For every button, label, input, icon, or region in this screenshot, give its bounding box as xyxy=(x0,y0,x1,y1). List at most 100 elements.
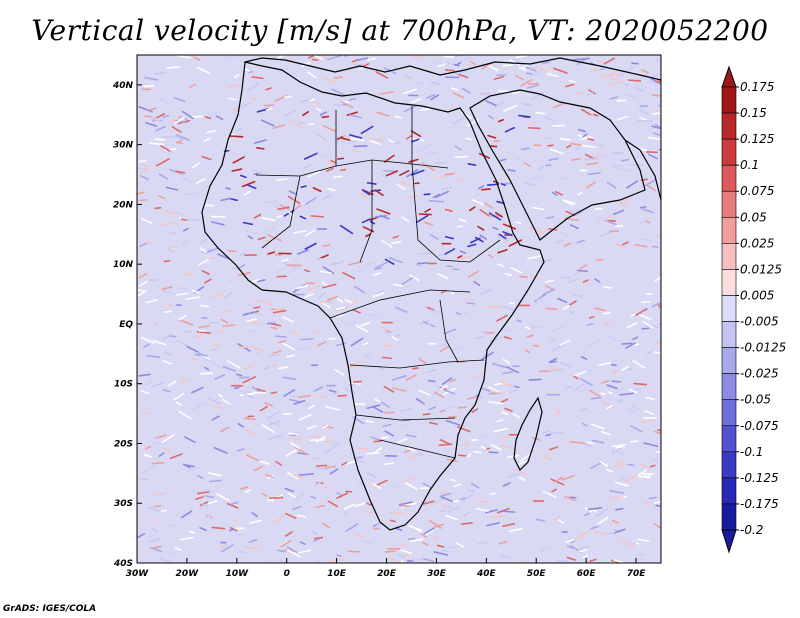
field-streak xyxy=(445,514,458,521)
colorbar-segment xyxy=(721,321,737,348)
field-streak xyxy=(249,329,255,333)
field-streak xyxy=(140,336,155,344)
field-streak xyxy=(646,350,653,356)
field-streak xyxy=(439,439,451,445)
field-streak xyxy=(573,294,584,298)
field-streak xyxy=(247,83,259,92)
colorbar-segment xyxy=(721,243,737,270)
field-streak xyxy=(639,206,647,209)
field-streak xyxy=(652,112,661,115)
field-streak xyxy=(588,389,601,398)
field-streak xyxy=(238,551,247,554)
field-streak xyxy=(201,248,212,254)
field-streak xyxy=(598,361,611,366)
field-streak xyxy=(397,553,405,559)
field-streak xyxy=(569,224,579,230)
field-streak xyxy=(164,210,180,216)
field-streak xyxy=(557,297,568,304)
field-streak xyxy=(580,144,596,149)
field-streak xyxy=(296,514,307,518)
field-streak xyxy=(281,258,289,262)
field-streak xyxy=(616,445,624,449)
field-streak xyxy=(350,137,365,142)
field-streak xyxy=(641,418,656,423)
lat-tick-label: 10N xyxy=(113,260,134,270)
field-streak xyxy=(333,103,345,107)
field-streak xyxy=(653,351,661,355)
field-streak xyxy=(300,185,307,188)
field-streak xyxy=(392,283,403,287)
field-streak xyxy=(316,107,322,112)
field-streak xyxy=(433,551,448,556)
field-streak xyxy=(449,290,455,295)
field-streak xyxy=(324,76,336,84)
field-streak xyxy=(443,460,454,468)
field-streak xyxy=(227,84,242,89)
field-streak xyxy=(587,507,603,511)
field-streak xyxy=(549,360,558,364)
field-streak xyxy=(446,458,458,463)
field-streak xyxy=(231,168,243,172)
field-streak xyxy=(433,523,444,528)
field-streak xyxy=(500,444,516,451)
field-streak xyxy=(348,260,364,266)
field-streak xyxy=(224,292,233,299)
field-streak xyxy=(257,236,266,241)
field-streak xyxy=(375,71,389,79)
field-streak xyxy=(544,279,555,284)
field-streak xyxy=(204,356,211,361)
field-streak xyxy=(653,523,661,530)
field-streak xyxy=(504,273,513,277)
field-streak xyxy=(143,343,150,348)
field-streak xyxy=(407,195,419,199)
field-streak xyxy=(535,111,545,115)
field-streak xyxy=(290,442,300,449)
field-streak xyxy=(294,446,308,456)
longitude-axis: 30W 20W 10W 0 10E 20E 30E 40E 50E 60E 70E xyxy=(126,558,646,579)
field-streak xyxy=(327,160,337,167)
lon-tick-label: 40E xyxy=(476,569,497,579)
field-streak xyxy=(610,77,619,81)
field-streak xyxy=(651,94,661,97)
field-streak xyxy=(166,66,181,69)
field-streak xyxy=(582,133,588,138)
field-streak xyxy=(376,111,390,117)
field-streak xyxy=(373,267,383,270)
field-streak xyxy=(372,522,381,529)
colorbar-label: 0.15 xyxy=(740,106,767,120)
field-streak xyxy=(502,329,515,333)
field-streak xyxy=(619,392,634,396)
field-streak xyxy=(390,64,402,72)
field-streak xyxy=(403,104,418,113)
field-streak xyxy=(512,413,521,419)
field-streak xyxy=(411,169,425,176)
field-streak xyxy=(233,527,245,530)
field-streak xyxy=(599,461,609,467)
field-streak xyxy=(346,111,358,116)
field-streak xyxy=(466,453,472,458)
field-streak xyxy=(337,157,345,160)
field-streak xyxy=(488,114,495,120)
field-streak xyxy=(235,533,244,536)
colorbar-segment xyxy=(721,269,737,296)
field-streak xyxy=(444,172,455,176)
field-streak xyxy=(330,442,342,445)
field-streak xyxy=(500,435,509,439)
field-streak xyxy=(583,512,590,517)
field-streak xyxy=(515,55,528,59)
field-streak xyxy=(553,103,564,109)
field-streak xyxy=(143,454,153,458)
field-streak xyxy=(527,255,542,260)
field-streak xyxy=(376,208,391,215)
field-streak xyxy=(439,345,450,353)
field-streak xyxy=(167,380,177,387)
field-streak xyxy=(233,386,240,390)
field-streak xyxy=(616,115,629,121)
field-streak xyxy=(400,560,406,563)
field-streak xyxy=(293,399,306,405)
field-streak xyxy=(490,145,498,148)
field-streak xyxy=(204,247,219,254)
field-streak xyxy=(485,509,498,514)
field-streak xyxy=(602,311,611,315)
field-streak xyxy=(137,191,144,195)
